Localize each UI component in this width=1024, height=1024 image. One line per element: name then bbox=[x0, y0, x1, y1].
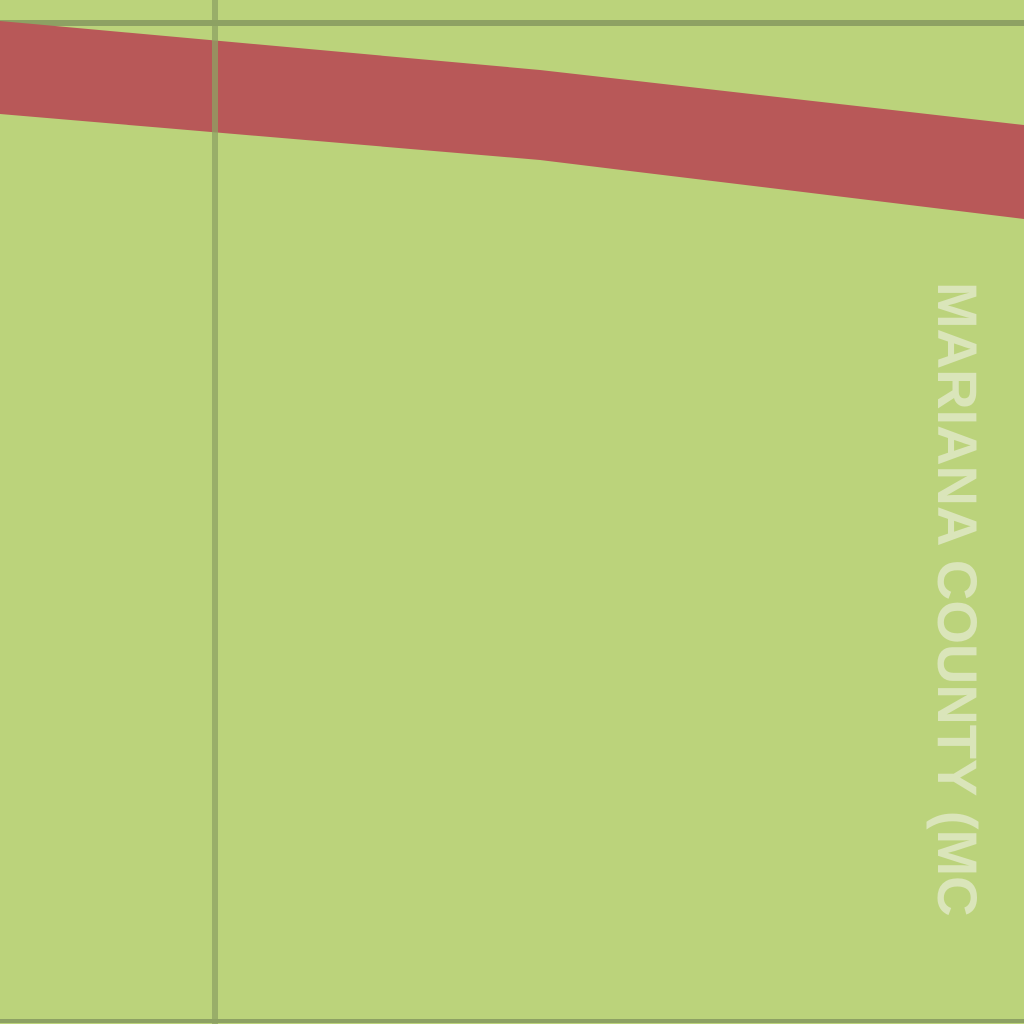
road-highway bbox=[0, 21, 1024, 219]
county-label: MARIANA COUNTY (MC bbox=[926, 282, 989, 917]
